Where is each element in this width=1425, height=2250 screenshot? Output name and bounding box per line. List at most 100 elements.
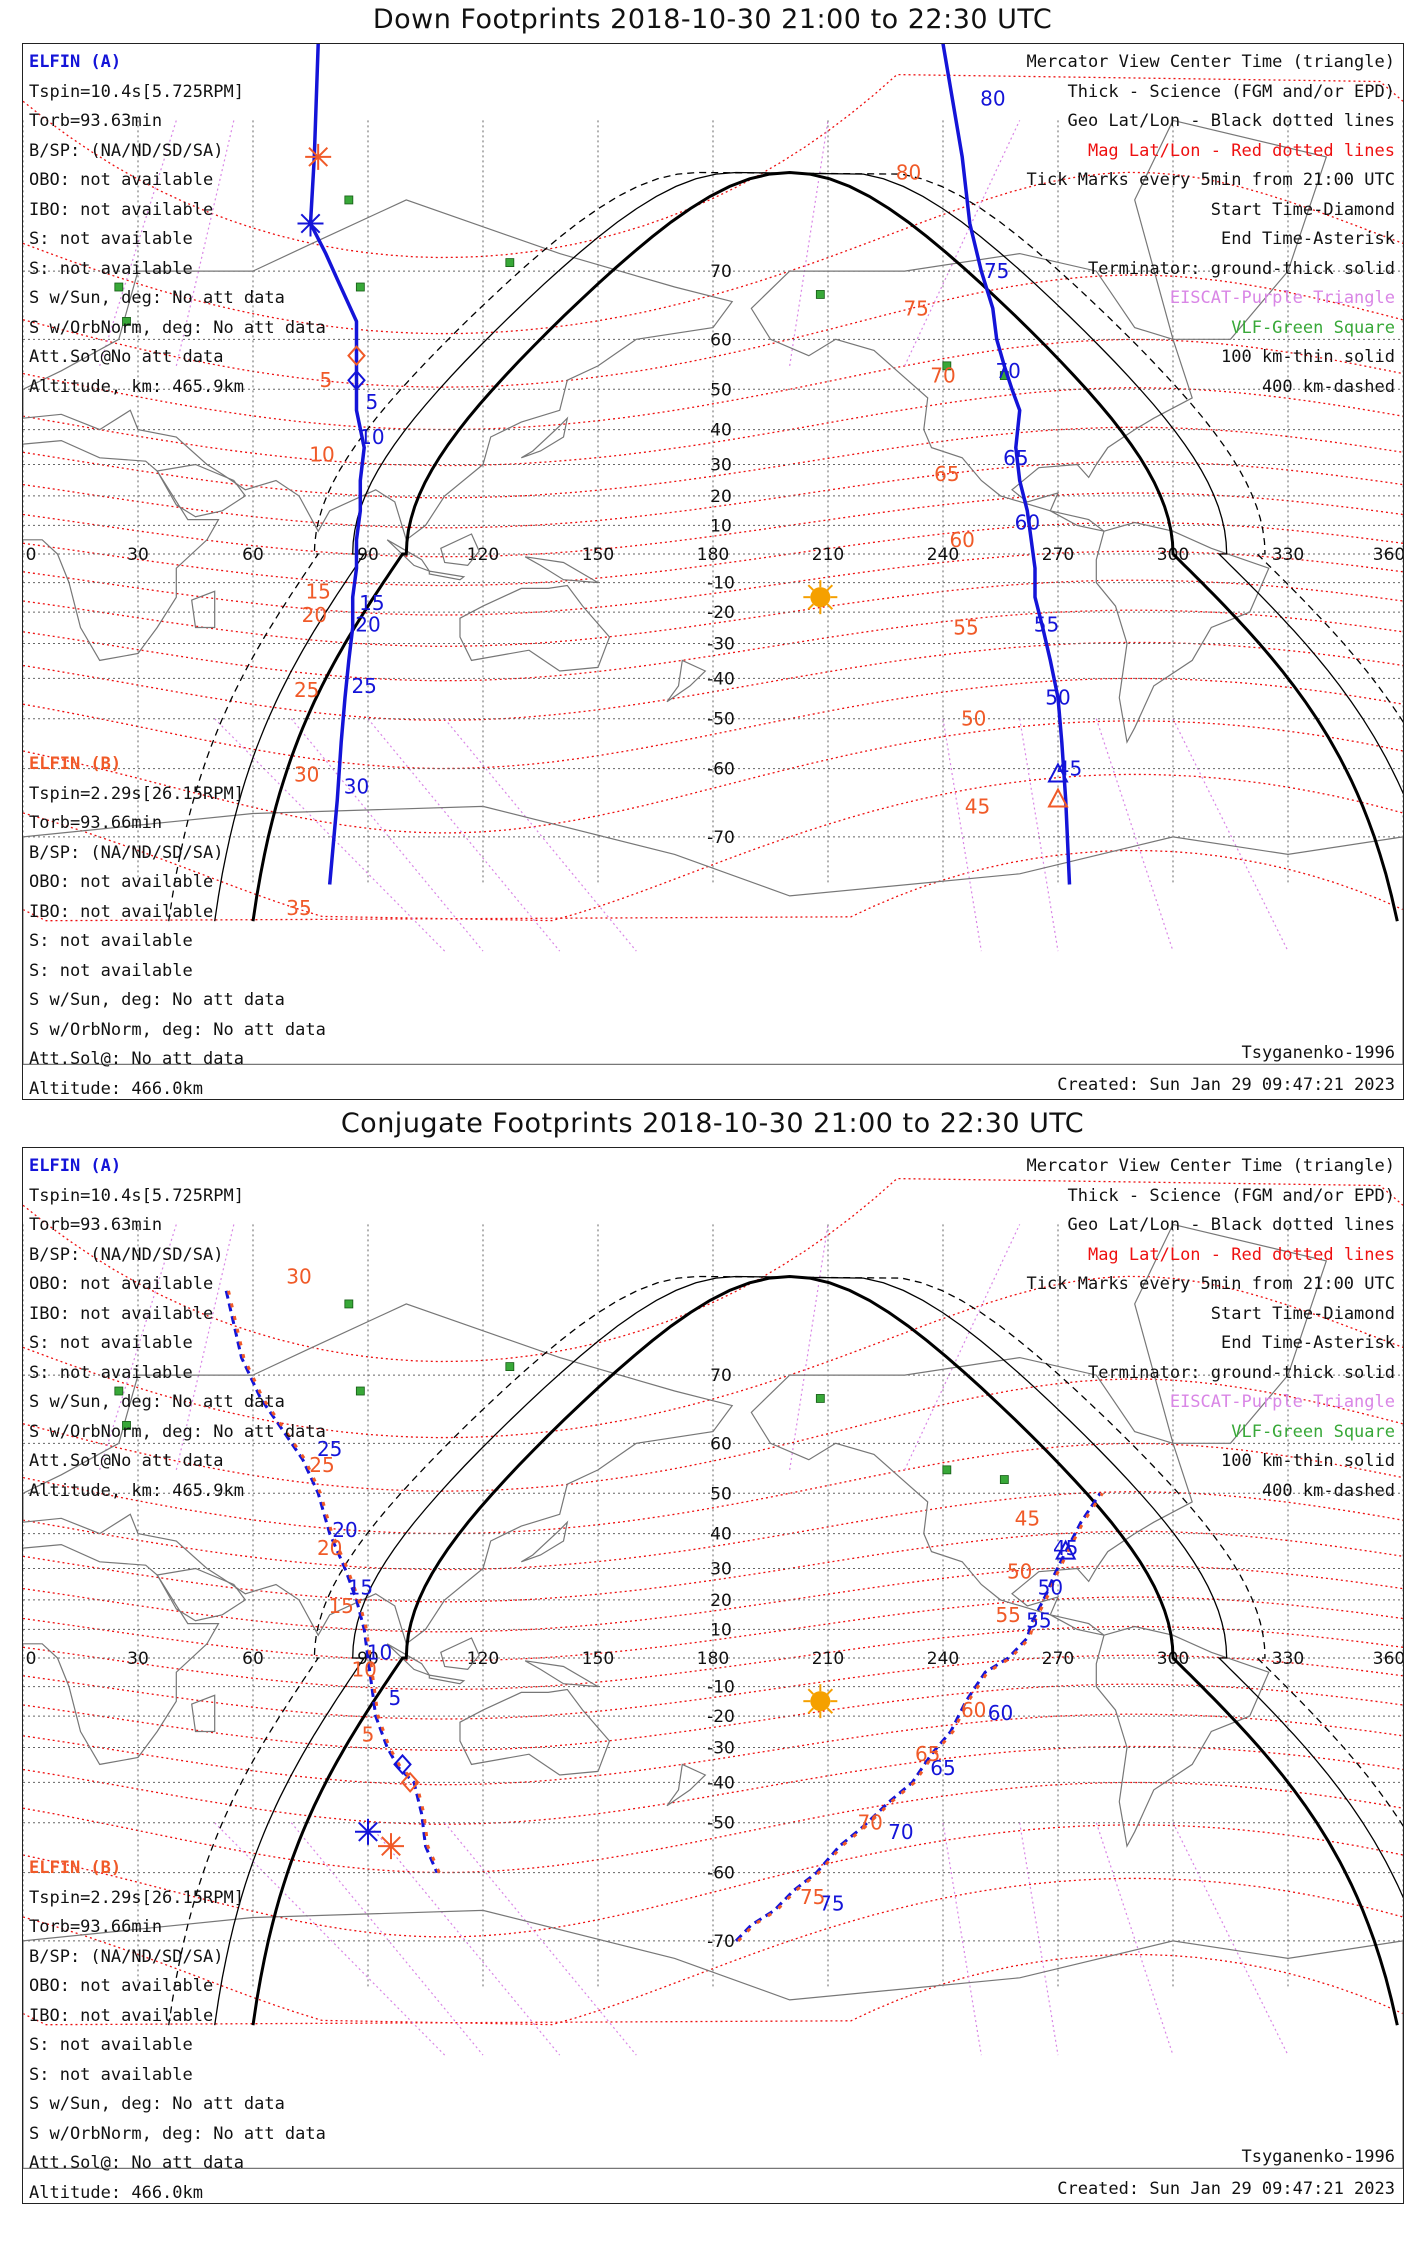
elfin-b-line: IBO: not available	[29, 901, 214, 922]
lon-tick-label: 60	[242, 545, 264, 565]
mag-parallel	[23, 1877, 1403, 2026]
lon-tick-label: 0	[26, 1649, 37, 1669]
conjugate-footprints-panel: 0 30 60 90 120 150 180 210 240 270 300 330 360 70 60 50…	[22, 1147, 1404, 2204]
lat-tick-label: -30	[707, 635, 735, 655]
legend-ticks: Tick Marks every 5min from 21:00 UTC	[1026, 1274, 1395, 1294]
elfin-b-line: Altitude: 466.0km	[29, 2182, 203, 2203]
elfin-a-end-asterisk-icon	[297, 210, 324, 237]
lat-tick-label: 60	[710, 1434, 732, 1454]
lat-tick-label: 30	[710, 455, 732, 475]
vlf-square-icon	[505, 1362, 515, 1372]
lon-tick-label: 150	[582, 545, 614, 565]
mag-meridians	[99, 1224, 1289, 2056]
track-tick-label: 30	[294, 762, 319, 786]
track-tick-label: 25	[317, 1437, 342, 1461]
coastline	[440, 533, 480, 567]
track-tick-label: 45	[965, 794, 990, 818]
lat-tick-label: -20	[707, 1707, 735, 1727]
lon-tick-label: 90	[357, 1649, 379, 1669]
legend-start: Start Time-Diamond	[1210, 199, 1395, 220]
lon-tick-label: 90	[357, 545, 379, 565]
coastline	[23, 1303, 734, 1645]
lat-tick-label: -40	[707, 669, 735, 689]
track-tick-label: 60	[949, 528, 974, 552]
elfin-a-track-east	[734, 1492, 1102, 1942]
vlf-square-icon	[505, 258, 515, 268]
lat-tick-label: -40	[707, 1773, 735, 1793]
track-tick-label: 80	[896, 161, 921, 185]
track-tick-label: 70	[888, 1820, 913, 1844]
track-tick-label: 20	[317, 1536, 342, 1560]
coastline	[156, 1567, 247, 1622]
coastline	[1095, 1625, 1270, 1848]
mag-meridian	[1095, 1822, 1174, 2056]
legend-geo: Geo Lat/Lon - Black dotted lines	[1067, 111, 1395, 131]
elfin-a-center-triangle-icon	[1047, 762, 1069, 783]
track-tick-label: 65	[1003, 446, 1028, 470]
coastline	[428, 570, 466, 581]
vlf-square-icon	[942, 1465, 952, 1475]
track-tick-label: 60	[988, 1701, 1013, 1725]
grid-labels: 0 30 60 90 120 150 180 210 240 270 300 330 360706050…	[26, 1366, 1403, 1952]
legend-view: Mercator View Center Time (triangle)	[1026, 1156, 1395, 1176]
coastline	[524, 556, 599, 584]
elfin-a-line: B/SP: (NA/ND/SD/SA)	[29, 140, 224, 161]
model-credit: Tsyganenko-1996	[1241, 1043, 1395, 1063]
mag-meridian	[942, 718, 982, 952]
track-tick-label: 25	[351, 674, 376, 698]
elfin-a-name: ELFIN (A)	[29, 52, 122, 72]
track-tick-label: 65	[930, 1756, 955, 1780]
track-tick-label: 55	[995, 1603, 1020, 1627]
elfin-a-line: Tspin=10.4s[5.725RPM]	[29, 1185, 244, 1206]
track-tick-label: 20	[355, 612, 380, 636]
legend-geo: Geo Lat/Lon - Black dotted lines	[1067, 1215, 1395, 1235]
lat-tick-label: 10	[710, 516, 732, 536]
elfin-b-line: Torb=93.66min	[29, 1917, 163, 1937]
vlf-square-icon	[122, 1421, 131, 1430]
legend-100km: 100 km-thin solid	[1221, 1451, 1395, 1471]
mag-meridian	[1172, 1822, 1289, 2056]
coastline	[1134, 119, 1328, 340]
legend-end: End Time-Asterisk	[1221, 1333, 1395, 1353]
elfin-b-track-east	[737, 1492, 1104, 1942]
mag-meridian	[175, 120, 235, 366]
lon-tick-label: 270	[1042, 545, 1074, 565]
down-footprints-panel: 0 30 60 90 120 150 180 210 240 270 300 330 360 70 60 50…	[22, 43, 1404, 1100]
mag-meridian	[444, 718, 637, 952]
track-tick-label: 65	[934, 462, 959, 486]
lat-tick-label: -70	[707, 828, 735, 848]
coastline	[191, 590, 216, 629]
track-tick-label: 55	[1026, 1609, 1051, 1633]
mag-parallel	[23, 849, 1403, 922]
coastline	[23, 439, 220, 662]
lat-tick-label: -50	[707, 1814, 735, 1834]
elfin-a-line: S w/Sun, deg: No att data	[29, 1392, 285, 1412]
created-timestamp: Created: Sun Jan 29 09:47:21 2023	[1057, 2179, 1395, 2199]
panel-1-title: Down Footprints 2018-10-30 21:00 to 22:3…	[372, 4, 1053, 35]
track-tick-label: 35	[286, 896, 311, 920]
track-tick-label: 5	[388, 1686, 401, 1710]
elfin-b-line: S w/Sun, deg: No att data	[29, 2094, 285, 2114]
track-tick-label: 5	[365, 390, 378, 414]
track-tick-label: 60	[961, 1698, 986, 1722]
asterisk-stroke	[308, 146, 329, 167]
elfin-b-info: ELFIN (B) Tspin=2.29s[26.15RPM] Torb=93.…	[29, 750, 326, 1104]
track-tick-label: 55	[1034, 612, 1059, 636]
terminator	[168, 1274, 1403, 2026]
coastline	[428, 1674, 466, 1685]
track-tick-label: 50	[1045, 686, 1070, 710]
coastline	[191, 1694, 216, 1733]
elfin-b-line: Att.Sol@: No att data	[29, 1049, 244, 1069]
track-tick-label: 75	[819, 1892, 844, 1916]
elfin-a-line: S: not available	[29, 229, 193, 249]
elfin-a-line: Torb=93.63min	[29, 111, 163, 131]
mag-parallel	[23, 1625, 1403, 1691]
mag-meridian	[789, 1224, 829, 1470]
elfin-b-line: OBO: not available	[29, 1976, 214, 1996]
coastline	[666, 1763, 707, 1807]
elfin-a-track-east	[941, 44, 1072, 885]
legend-eiscat: EISCAT-Purple Triangle	[1169, 1392, 1395, 1412]
geo-grid	[23, 120, 1403, 885]
track-tick-label: 20	[302, 603, 327, 627]
